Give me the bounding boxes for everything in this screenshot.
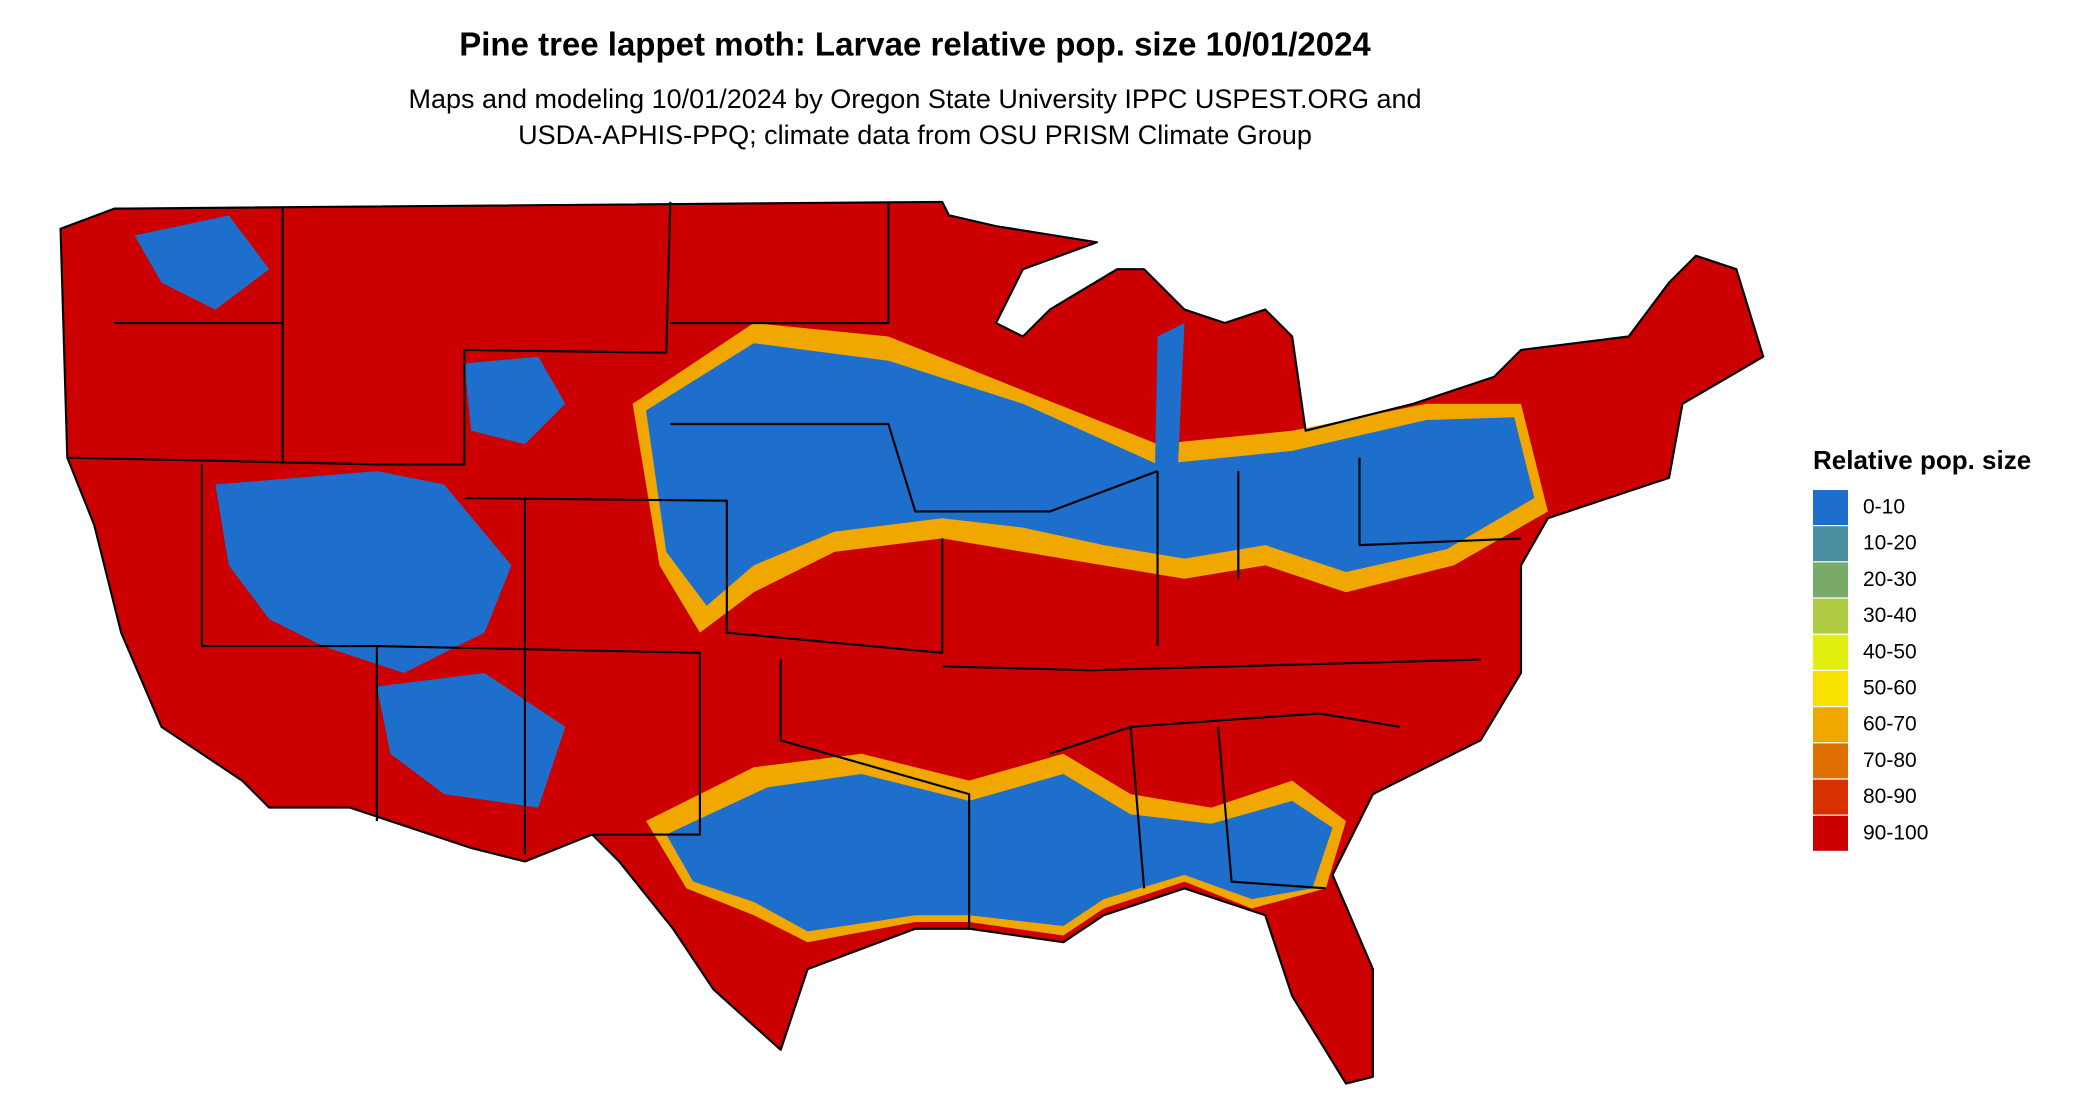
- map-region: [376, 673, 566, 808]
- map-region: [134, 215, 270, 310]
- legend-label: 60-70: [1863, 713, 1917, 736]
- subtitle: Maps and modeling 10/01/2024 by Oregon S…: [408, 84, 1421, 114]
- map-region: [464, 356, 566, 445]
- legend-label: 80-90: [1863, 785, 1917, 808]
- legend-label: 90-100: [1863, 821, 1928, 844]
- legend-label: 20-30: [1863, 568, 1917, 591]
- legend-swatch: [1813, 490, 1848, 525]
- legend-swatch: [1813, 598, 1848, 634]
- map-region: [1154, 323, 1185, 474]
- map-region: [646, 343, 1535, 606]
- legend: 0-10 10-20 20-30 30-40 40-50 50-60 60-70 70-80 8…: [1813, 490, 1928, 851]
- legend-swatch: [1813, 526, 1848, 562]
- legend-swatch: [1813, 562, 1848, 598]
- legend-label: 50-60: [1863, 677, 1917, 700]
- subtitle: USDA-APHIS-PPQ; climate data from OSU PR…: [518, 120, 1312, 150]
- title: Pine tree lappet moth: Larvae relative p…: [459, 26, 1371, 63]
- map-region: [60, 201, 1764, 1084]
- legend-label: 10-20: [1863, 532, 1917, 555]
- legend-swatch: [1813, 707, 1848, 743]
- legend-label: 40-50: [1863, 640, 1917, 663]
- legend-label: 70-80: [1863, 749, 1917, 772]
- state-borders: [59, 200, 1765, 1085]
- legend-swatch: [1813, 779, 1848, 815]
- legend-swatch: [1813, 671, 1848, 706]
- legend-label: 0-10: [1863, 496, 1905, 519]
- legend-label: 30-40: [1863, 604, 1917, 627]
- map-region: [666, 773, 1333, 932]
- legend-title: Relative pop. size: [1813, 445, 2031, 475]
- map-region: [215, 471, 512, 673]
- legend-swatch: [1813, 743, 1848, 779]
- legend-swatch: [1813, 815, 1848, 851]
- map: [59, 200, 1765, 1085]
- legend-swatch: [1813, 634, 1848, 670]
